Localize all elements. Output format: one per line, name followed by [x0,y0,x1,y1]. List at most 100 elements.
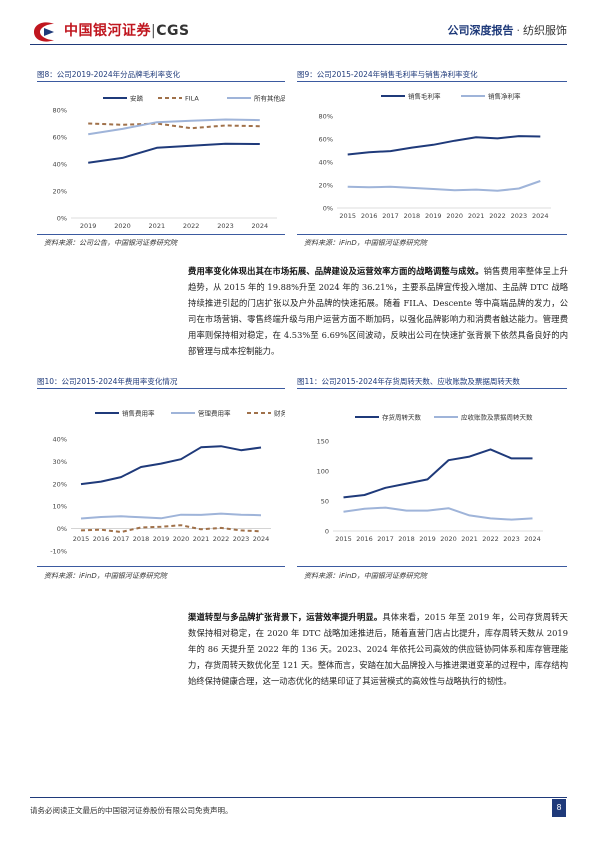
paragraph-lead: 渠道转型与多品牌扩张背景下，运营效率提升明显。 [188,612,383,622]
y-tick-label: 20% [319,182,333,190]
report-category: 纺织服饰 [523,24,567,37]
y-tick-label: 0% [323,205,333,213]
legend-label: 管理费用率 [198,409,231,418]
x-tick-label: 2016 [356,535,373,543]
legend-label: 财务费用率 [274,409,285,418]
x-tick-label: 2021 [149,222,166,230]
paragraph-lead: 费用率变化体现出其在市场拓展、品牌建设及运营效率方面的战略调整与成效。 [188,266,484,276]
series-line [347,180,541,192]
x-tick-label: 2019 [419,535,436,543]
x-tick-label: 2024 [524,535,541,543]
paragraph-body: 销售费用率整体呈上升趋势，从 2015 年的 19.88%升至 2024 年的 … [188,266,568,356]
legend-label: 存货周转天数 [382,413,422,422]
x-tick-label: 2024 [532,212,549,220]
y-tick-label: 40% [53,436,67,444]
series-line [88,142,260,164]
series-line [88,122,260,130]
x-tick-label: 2018 [404,212,421,220]
x-tick-label: 2021 [193,535,210,543]
y-tick-label: 100 [317,468,329,476]
y-tick-label: 80% [53,107,67,115]
y-tick-label: 150 [317,438,329,446]
x-tick-label: 2019 [425,212,442,220]
fig9-title-rule [297,81,567,82]
y-tick-label: 40% [319,159,333,167]
x-tick-label: 2024 [253,535,270,543]
fig10-title-rule [37,388,285,389]
x-tick-label: 2022 [183,222,200,230]
x-tick-label: 2023 [503,535,520,543]
x-tick-label: 2023 [511,212,528,220]
fig11-bottom-rule [297,566,567,567]
y-tick-label: -10% [50,548,67,556]
series-line [80,512,262,520]
footer-disclaimer: 请务必阅读正文最后的中国银河证券股份有限公司免责声明。 [30,806,233,815]
x-tick-label: 2015 [339,212,356,220]
fig11-chart: 0 50 100 150 2015 2016 2017 2018 2019 2020 2021 202… [317,413,543,543]
series-line [80,524,262,533]
y-tick-label: 60% [319,136,333,144]
legend-label: 销售净利率 [488,92,521,101]
x-tick-label: 2018 [133,535,150,543]
fig11-source: 资料来源：iFinD，中国银河证券研究院 [304,572,427,580]
x-tick-label: 2017 [113,535,130,543]
legend-label: 安踏 [130,94,144,103]
series-line [347,135,541,156]
x-tick-label: 2021 [461,535,478,543]
fig8-bottom-rule [37,234,285,235]
x-tick-label: 2022 [482,535,499,543]
x-tick-label: 2019 [153,535,170,543]
x-tick-label: 2020 [440,535,457,543]
series-line [343,506,533,521]
x-tick-label: 2015 [73,535,90,543]
legend-label: 所有其他品牌 [254,94,285,103]
footer-divider [30,797,567,798]
x-tick-label: 2020 [114,222,131,230]
y-tick-label: 20% [53,480,67,488]
x-tick-label: 2019 [80,222,97,230]
fig10-source: 资料来源：iFinD，中国银河证券研究院 [44,572,167,580]
fig11-title: 图11：公司2015-2024年存货周转天数、应收账款及票据周转天数 [297,377,520,386]
report-header: 公司深度报告 · 纺织服饰 [447,24,568,37]
x-tick-label: 2023 [217,222,234,230]
company-logo [30,18,150,46]
y-tick-label: 0% [57,215,67,223]
x-tick-label: 2022 [489,212,506,220]
x-tick-label: 2018 [398,535,415,543]
y-tick-label: 30% [53,458,67,466]
y-tick-label: 0% [57,525,67,533]
y-tick-label: 40% [53,161,67,169]
y-tick-label: 0 [325,528,329,536]
logo-mark-icon [34,22,54,42]
report-type: 公司深度报告 [447,24,514,37]
y-tick-label: 80% [319,113,333,121]
x-tick-label: 2020 [446,212,463,220]
paragraph-body: 具体来看，2015 年至 2019 年，公司存货周转天数保持相对稳定，在 202… [188,612,568,686]
y-tick-label: 60% [53,134,67,142]
header-divider [30,44,567,45]
legend-label: 销售毛利率 [408,92,441,101]
y-tick-label: 10% [53,503,67,511]
fig9-bottom-rule [297,234,567,235]
fig9-source: 资料来源：iFinD，中国银河证券研究院 [304,239,427,247]
series-line [88,118,260,136]
x-tick-label: 2020 [173,535,190,543]
paragraph-operating-efficiency: 渠道转型与多品牌扩张背景下，运营效率提升明显。具体来看，2015 年至 2019… [188,609,568,689]
x-tick-label: 2017 [382,212,399,220]
series-line [80,445,262,486]
y-tick-label: 50 [321,498,329,506]
legend-label: 应收账款及票据周转天数 [461,413,533,422]
x-tick-label: 2017 [377,535,394,543]
legend-label: 销售费用率 [122,409,155,418]
x-tick-label: 2022 [213,535,230,543]
x-tick-label: 2016 [93,535,110,543]
fig8-title: 图8：公司2019-2024年分品牌毛利率变化 [37,70,181,79]
fig9-chart: 0% 20% 40% 60% 80% 2015 2016 2017 2018 2019 2020 20… [319,92,551,220]
fig8-source: 资料来源：公司公告，中国银河证券研究院 [44,239,177,247]
x-tick-label: 2016 [361,212,378,220]
fig11-title-rule [297,388,567,389]
y-tick-label: 20% [53,188,67,196]
logo-text: 中国银河证券|CGS [64,23,190,39]
x-tick-label: 2024 [252,222,269,230]
page-number: 8 [552,799,566,817]
